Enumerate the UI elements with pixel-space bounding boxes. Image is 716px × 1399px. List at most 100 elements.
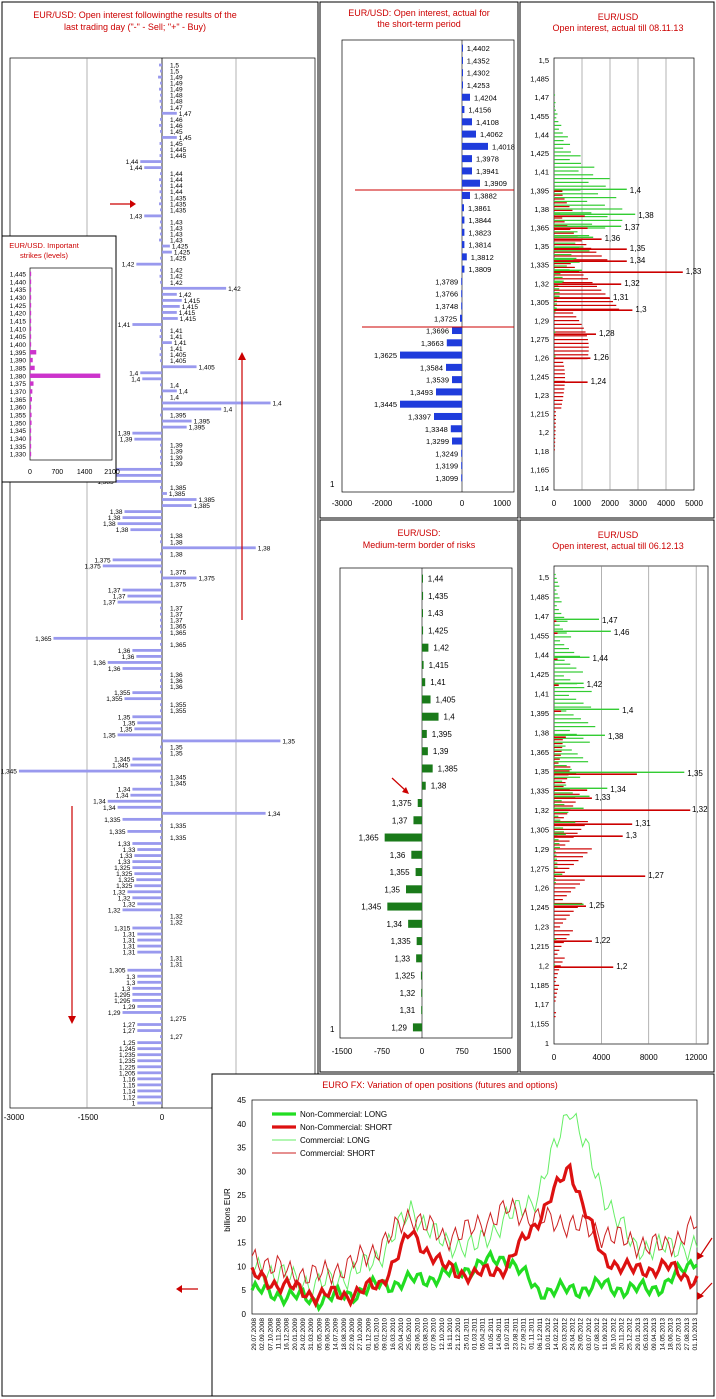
strikes-y-label: 1,360 — [10, 405, 27, 412]
oi-0811-bar — [554, 228, 571, 230]
strikes-bar — [30, 334, 32, 339]
main-bar-label: 1,38 — [170, 533, 183, 540]
strikes-bar — [30, 295, 32, 300]
oi-0612-bar — [554, 782, 566, 784]
main-bar-label: 1,42 — [179, 292, 192, 299]
eurofx-x-tick: 03.07.2012 — [586, 1318, 593, 1351]
main-bar — [137, 1023, 162, 1026]
oi-0811-y-label: 1,14 — [534, 484, 549, 493]
oi-0612-bar — [554, 1012, 557, 1014]
eurofx-x-tick: 10.05.2011 — [488, 1318, 495, 1350]
strikes-bar — [30, 303, 32, 308]
oi-0612-bar — [554, 977, 557, 979]
short-term-bar — [462, 228, 465, 236]
medium-term-bar — [422, 609, 423, 618]
oi-0612-bar — [554, 656, 590, 658]
main-bar — [162, 504, 192, 507]
main-bar — [160, 117, 162, 121]
oi-0612-y-label: 1,215 — [530, 942, 549, 951]
oi-0811-bar — [554, 381, 588, 383]
main-bar — [159, 99, 162, 103]
oi-0612-bar-label: 1,44 — [593, 654, 609, 663]
strikes-bar — [30, 420, 32, 425]
oi-0612-bars: 1,47 1,46 1,44 1,42 1,4 1,38 1,35 1,341,33 1,32 1… — [554, 573, 708, 1018]
medium-term-bar-label: 1,335 — [391, 937, 412, 946]
short-term-bar-label: 1,3978 — [476, 155, 499, 164]
oi-0612-bar-label: 1,4 — [622, 706, 634, 715]
main-bar-label: 1,32 — [170, 913, 183, 920]
main-bar — [160, 232, 162, 236]
oi-0612-bar — [554, 833, 566, 835]
medium-term-bar-label: 1,35 — [384, 885, 400, 894]
main-bar-label: 1,33 — [118, 841, 131, 848]
oi-0811-bar — [554, 331, 556, 333]
oi-0612-y-label: 1,5 — [539, 573, 549, 582]
oi-0811-bar — [554, 219, 623, 221]
oi-0811-bar — [554, 303, 557, 305]
main-bar — [160, 329, 162, 332]
short-term-bar-label: 1,3861 — [468, 204, 491, 213]
medium-term-bar-label: 1,44 — [428, 575, 444, 584]
oi-0612-bar-label: 1,34 — [610, 785, 626, 794]
main-bars: 1,51,51,491,491,491,481,481,471,471,461,… — [1, 63, 296, 1108]
oi-0612-bar — [554, 801, 576, 803]
oi-0811-bar-label: 1,3 — [635, 305, 647, 314]
oi-0612-bar — [554, 773, 637, 775]
medium-term-bar — [422, 591, 424, 600]
medium-term-x-ticks: -1500 -750 0 750 1500 — [332, 1047, 512, 1056]
main-bar-label: 1,35 — [120, 726, 133, 733]
medium-term-bar — [415, 868, 422, 877]
main-bar — [160, 172, 162, 176]
short-term-bar — [436, 388, 462, 396]
medium-term-bar-label: 1,405 — [436, 695, 457, 704]
main-bar — [159, 178, 162, 182]
medium-term-bar — [384, 833, 422, 842]
main-bar — [159, 190, 162, 194]
strikes-bar — [30, 365, 35, 371]
eurofx-x-tick: 18.08.2009 — [341, 1318, 348, 1351]
oi-0612-bar — [554, 655, 580, 657]
oi-0811-y-label: 1,38 — [534, 205, 549, 214]
oi-0612-bar — [554, 766, 571, 768]
main-bar — [134, 854, 162, 857]
oi-0612-bar — [554, 871, 565, 873]
main-bar — [162, 576, 197, 580]
main-title-2: last trading day ("-" - Sell; "+" - Buy) — [64, 22, 206, 32]
main-bar — [122, 667, 162, 670]
oi-0612-bar — [554, 831, 565, 833]
oi-0811-bar-label: 1,33 — [686, 267, 702, 276]
medium-term-bar — [422, 660, 424, 669]
strikes-bar — [30, 373, 101, 378]
oi-0612-bar — [554, 953, 558, 955]
main-bar-label: 1,27 — [170, 1034, 183, 1041]
main-bar — [142, 377, 162, 381]
main-bar — [160, 570, 162, 574]
main-plot-border — [9, 57, 316, 1109]
oi-0612-bar — [554, 573, 556, 576]
short-term-bar — [461, 474, 463, 482]
short-term-bar — [462, 106, 465, 114]
oi-0612-bar — [554, 804, 565, 806]
oi-0811-bar — [554, 309, 633, 311]
strikes-bar — [30, 436, 32, 441]
oi-0612-bar — [554, 949, 560, 951]
oi-0612-y-label: 1,275 — [530, 864, 549, 873]
main-bar — [136, 878, 162, 882]
oi-0612-bar — [554, 813, 568, 815]
main-bar — [122, 588, 162, 592]
main-bar-label: 1,41 — [170, 328, 183, 335]
medium-term-bar-label: 1,325 — [395, 972, 416, 981]
oi-0612-bar — [554, 863, 574, 866]
oi-0612-bar — [554, 811, 569, 813]
oi-0612-bar — [554, 934, 570, 936]
eurofx-x-tick: 14.06.2011 — [496, 1318, 503, 1350]
oi-0811-y-label: 1,305 — [530, 298, 549, 307]
oi-0612-bar — [554, 969, 560, 971]
main-bar-label: 1,335 — [109, 829, 126, 836]
main-bar-label: 1,33 — [120, 853, 133, 860]
eurofx-x-tick: 27.09.2011 — [521, 1318, 528, 1350]
main-bar-label: 1,385 — [169, 491, 186, 498]
oi-0612-y-label: 1,2 — [539, 961, 549, 970]
main-bar-label: 1,44 — [126, 159, 139, 166]
oi-0612-bar — [554, 628, 564, 630]
